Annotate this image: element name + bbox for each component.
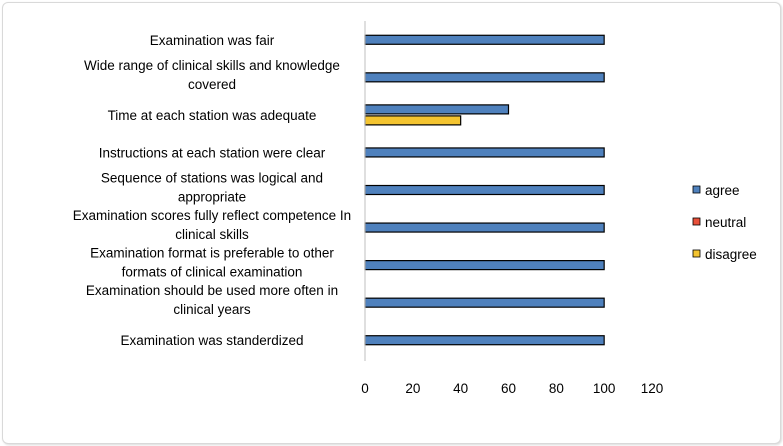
x-tick-label: 100 [593,381,616,396]
bars-layer [364,34,605,346]
bar-agree-1 [364,34,605,45]
category-label-8: Examination should be used more often in… [86,283,338,317]
category-label-line: Instructions at each station were clear [99,145,326,160]
bar-agree-6 [364,222,605,233]
bar-agree-5 [364,184,605,196]
x-tick-label: 80 [549,381,564,396]
x-axis: 0 20 40 60 80 100 120 [361,21,663,396]
x-tick-label: 20 [405,381,420,396]
legend-swatch-neutral [692,217,701,226]
category-label-line: Examination format is preferable to othe… [90,246,334,261]
bar-agree-4 [364,147,605,158]
category-label-line: Examination scores fully reflect compete… [73,208,351,223]
bar-agree-2 [364,72,605,83]
legend-label-agree: agree [705,183,740,198]
category-label-line: formats of clinical examination [122,265,303,280]
category-label-line: covered [188,77,236,92]
category-label-4: Instructions at each station were clear [99,145,326,160]
category-label-line: clinical years [173,302,251,317]
category-label-line: Time at each station was adequate [108,108,317,123]
legend-label-disagree: disagree [705,247,757,262]
bar-agree-9 [364,335,605,346]
category-label-line: clinical skills [175,227,249,242]
category-label-5: Sequence of stations was logical and appr… [101,171,323,205]
category-label-line: Examination was fair [150,33,275,48]
bar-agree-8 [364,297,605,308]
category-label-line: Examination should be used more often in [86,283,338,298]
bar-agree-7 [364,260,605,271]
legend-label-neutral: neutral [705,215,746,230]
category-label-7: Examination format is preferable to othe… [90,246,334,280]
legend-swatch-agree [692,185,701,194]
bar-agree-3 [364,104,510,115]
category-label-6: Examination scores fully reflect compete… [73,208,351,242]
category-label-9: Examination was standerdized [120,333,303,348]
bar-disagree-3 [364,115,462,126]
x-tick-label: 0 [361,381,369,396]
x-tick-label: 60 [501,381,516,396]
category-label-line: Sequence of stations was logical and [101,171,323,186]
category-labels: Examination was fair Wide range of clinic… [73,33,351,348]
category-label-line: Wide range of clinical skills and knowle… [84,58,340,73]
category-label-line: appropriate [178,190,246,205]
legend: agree neutral disagree [692,183,757,262]
x-tick-label: 40 [453,381,468,396]
category-label-2: Wide range of clinical skills and knowle… [84,58,340,92]
category-label-1: Examination was fair [150,33,275,48]
category-label-line: Examination was standerdized [120,333,303,348]
category-label-3: Time at each station was adequate [108,108,317,123]
x-tick-label: 120 [641,381,664,396]
legend-swatch-disagree [692,249,701,258]
